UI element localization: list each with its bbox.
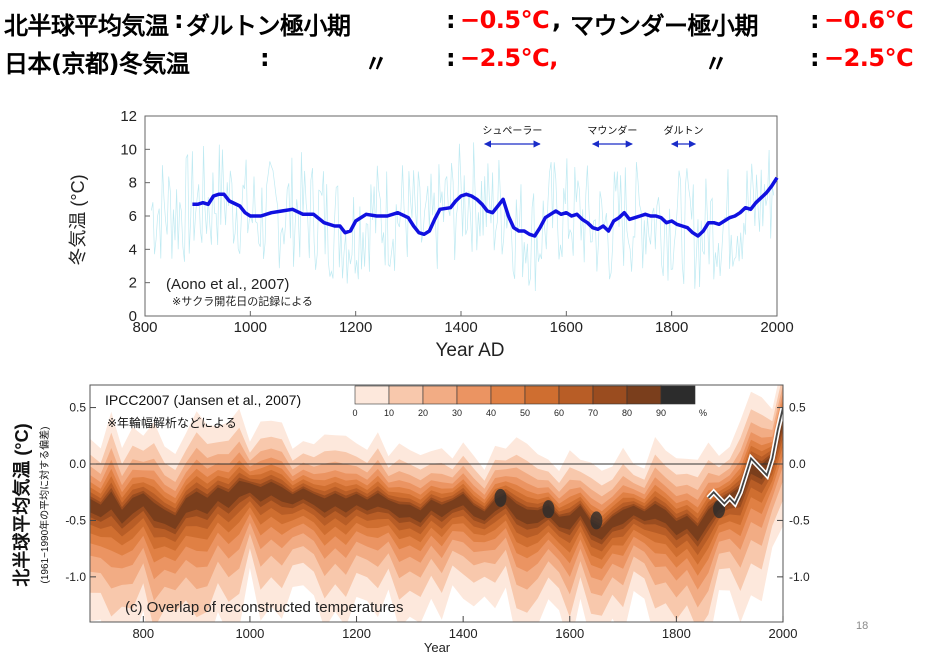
legend-tick-label: 90 [656, 408, 666, 418]
x-tick-label: 1400 [449, 626, 478, 641]
x-tick-label: 800 [132, 626, 154, 641]
y-tick-label: 0 [129, 308, 137, 325]
x-tick-label: 1400 [444, 319, 477, 336]
header-comma: , [552, 6, 561, 34]
y-tick-label: -1.0 [65, 570, 86, 584]
y-tick-label-right: 0.5 [789, 401, 806, 415]
legend-tick-label: 20 [418, 408, 428, 418]
chart-title: (c) Overlap of reconstructed temperature… [125, 599, 403, 616]
legend-tick-label: % [699, 408, 707, 418]
legend-tick-label: 60 [554, 408, 564, 418]
source-note: (Aono et al., 2007) [166, 276, 289, 293]
x-tick-label: 1000 [235, 626, 264, 641]
y-tick-label-right: -0.5 [789, 513, 810, 527]
legend-swatch [524, 385, 560, 405]
density-core [542, 500, 555, 519]
kyoto-winter-temp-chart: 800 1000 1200 1400 1600 1800 2000 0 2 4 6 8 10 12 シュ… [68, 108, 794, 361]
x-tick-label: 1800 [655, 319, 688, 336]
legend-tick-label: 80 [622, 408, 632, 418]
plot-border [89, 384, 784, 623]
y-tick-label: 4 [129, 241, 137, 258]
period-annotation-label: ダルトン [664, 124, 704, 137]
slide-number: 18 [856, 620, 869, 632]
japan-temp-label: 日本(京都)冬気温 [4, 50, 190, 78]
legend-swatch [456, 385, 492, 405]
legend-tick-label: 50 [520, 408, 530, 418]
y-tick-label: 10 [120, 141, 137, 158]
dalton-value: −0.5℃ [460, 6, 550, 34]
legend-tick-label: 30 [452, 408, 462, 418]
dalton-label: ダルトン極小期 [186, 12, 351, 40]
y-tick-label-right: -1.0 [789, 570, 810, 584]
legend-swatch [592, 385, 628, 405]
legend-swatch [354, 385, 390, 405]
winter-temp-line [192, 176, 779, 238]
japan-maunder-value: −2.5℃ [824, 44, 914, 72]
x-tick-label: 1600 [550, 319, 583, 336]
japan-dalton-value: −2.5℃, [460, 44, 558, 72]
x-axis-label: Year [424, 640, 451, 655]
instrumental-line [707, 407, 783, 506]
legend-swatch [422, 385, 458, 405]
header-colon: : [446, 6, 456, 34]
y-axis-label: 冬気温 (°C) [68, 174, 88, 265]
legend-swatch [660, 385, 696, 405]
header-colon: : [810, 6, 820, 34]
legend-tick-label: 0 [352, 408, 357, 418]
ditto-mark: 〃 [364, 50, 388, 78]
x-tick-label: 1200 [342, 626, 371, 641]
sub-note: ※サクラ開花日の記録による [172, 294, 313, 308]
y-axis-label: 北半球平均気温 (°C) [11, 423, 32, 586]
y-tick-label: 6 [129, 208, 137, 225]
header-colon: : [174, 6, 184, 34]
x-tick-label: 1600 [555, 626, 584, 641]
legend-swatch [558, 385, 594, 405]
y-tick-label-right: 0.0 [789, 457, 806, 471]
y-tick-label: 8 [129, 175, 137, 192]
legend-swatch [388, 385, 424, 405]
header-colon: : [446, 44, 456, 72]
ditto-mark: 〃 [704, 50, 728, 78]
legend-tick-label: 70 [588, 408, 598, 418]
source-note: IPCC2007 (Jansen et al., 2007) [105, 392, 301, 408]
maunder-label: マウンダー極小期 [570, 12, 759, 40]
y-tick-label: 0.5 [69, 401, 86, 415]
nh-temp-label: 北半球平均気温 [4, 12, 169, 40]
y-tick-label: 0.0 [69, 457, 86, 471]
x-tick-label: 1800 [662, 626, 691, 641]
period-annotation-label: マウンダー [587, 124, 637, 137]
legend-tick-label: 10 [384, 408, 394, 418]
density-core [590, 511, 603, 530]
legend: 0 10 20 30 40 50 60 70 80 90% [352, 385, 707, 418]
legend-swatch [626, 385, 662, 405]
x-tick-label: 1200 [339, 319, 372, 336]
x-axis-label: Year AD [435, 340, 504, 361]
period-annotation-label: シュペーラー [482, 125, 542, 137]
raw-data-noise [150, 142, 775, 292]
x-tick-label: 800 [132, 319, 157, 336]
y-tick-label: 2 [129, 275, 137, 292]
y-axis-sublabel: (1961−1990年の平均に対する偏差) [38, 427, 51, 584]
sub-note: ※年輪幅解析などによる [107, 415, 237, 430]
density-core [494, 488, 507, 507]
legend-tick-label: 40 [486, 408, 496, 418]
x-tick-label: 2000 [760, 319, 793, 336]
header-colon: : [810, 44, 820, 72]
density-bands [90, 385, 783, 622]
y-tick-label: -0.5 [65, 513, 86, 527]
x-tick-label: 2000 [769, 626, 798, 641]
x-tick-label: 1000 [234, 319, 267, 336]
legend-swatch [490, 385, 526, 405]
header-colon: : [260, 44, 270, 72]
y-tick-label: 12 [120, 108, 137, 125]
raw-noise-trace [150, 142, 775, 292]
maunder-value: −0.6℃ [824, 6, 914, 34]
